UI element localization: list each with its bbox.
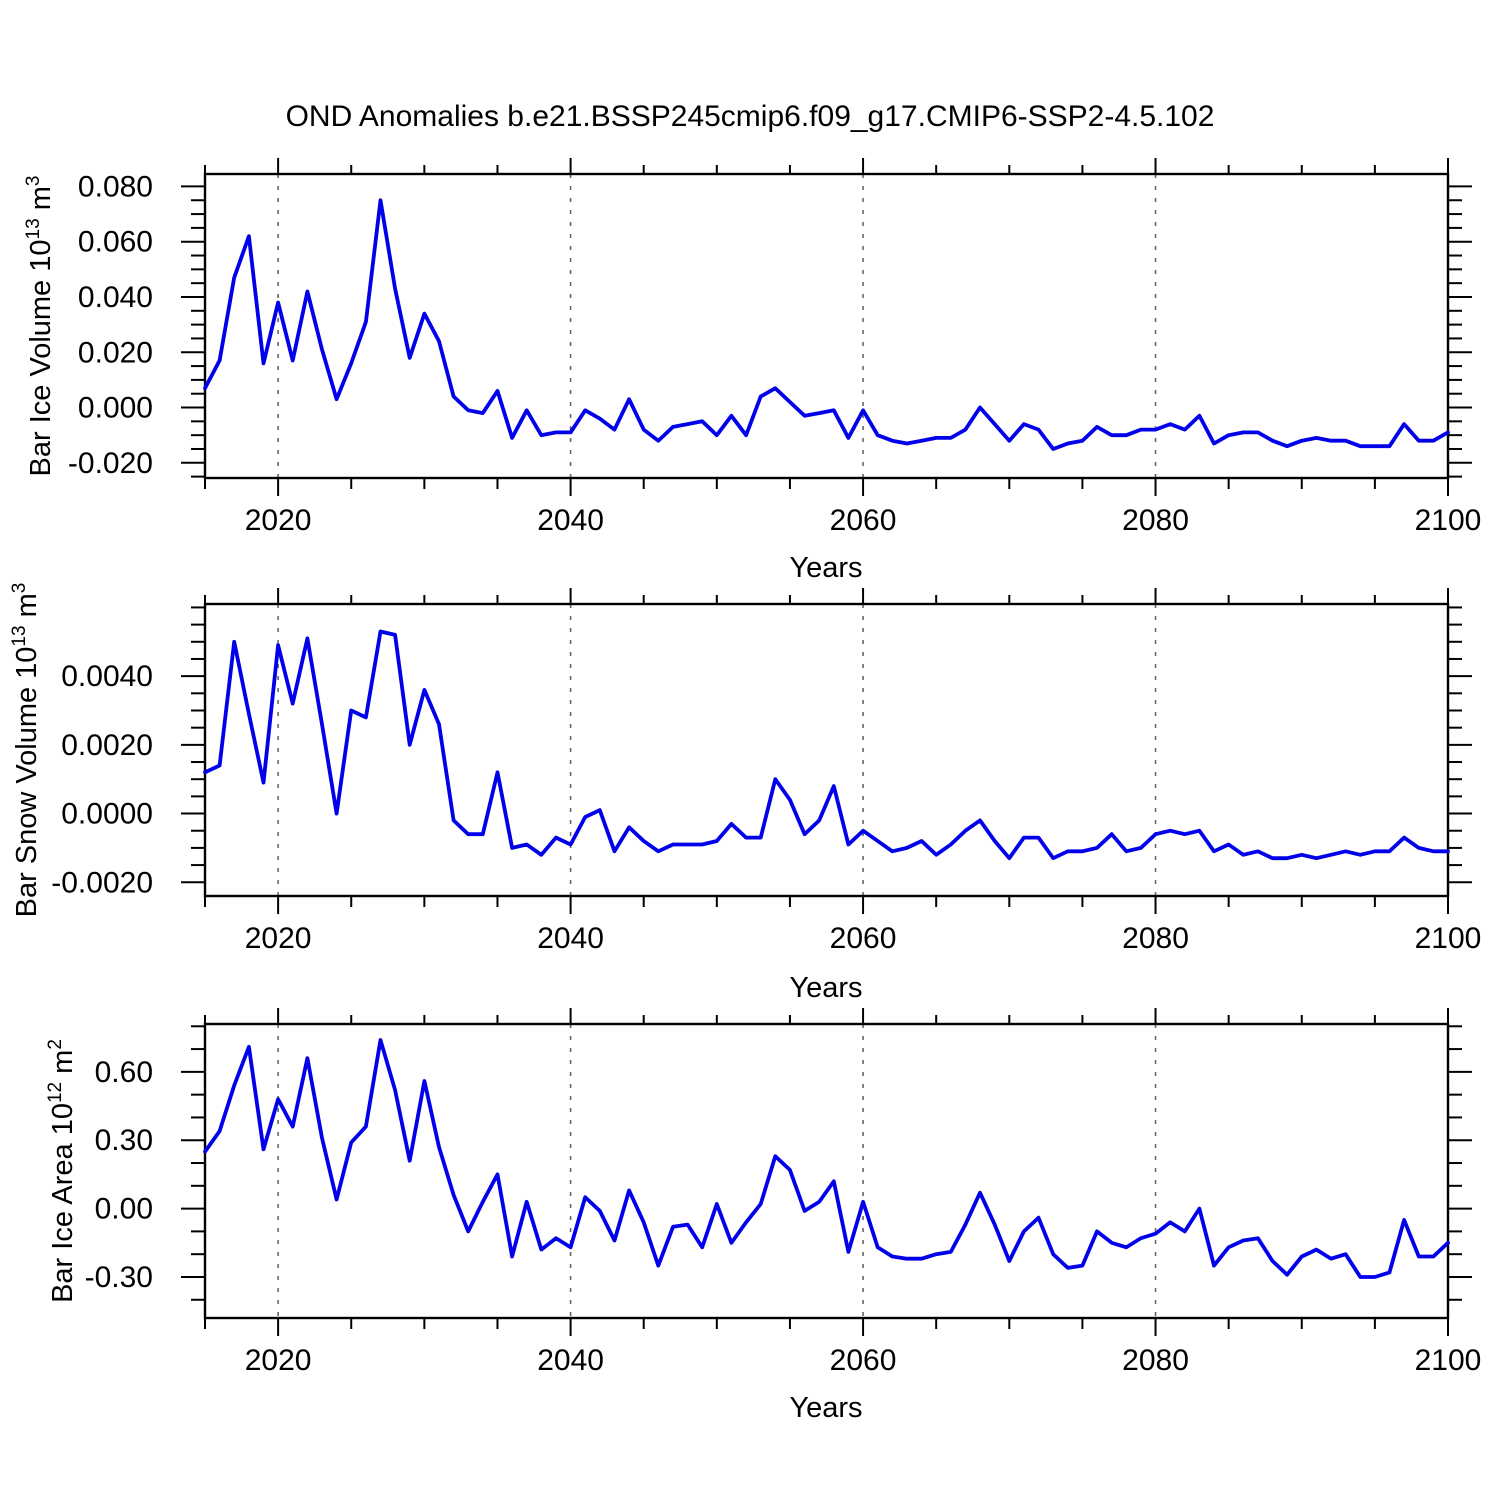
x-tick-label: 2080 <box>1122 504 1189 537</box>
x-tick-label: 2080 <box>1122 922 1189 955</box>
y-tick-label: -0.30 <box>85 1261 153 1294</box>
x-axis-label-middle: Years <box>789 972 863 1004</box>
panel-ice-volume: -0.020 0.000 0.020 0.040 0.060 0.080 2020 2040 2… <box>68 158 1481 537</box>
x-tick-label: 2020 <box>245 1344 312 1377</box>
plot-border <box>203 1022 1450 1320</box>
y-axis-label-unit-exponent: 3 <box>9 582 30 594</box>
y-tick-label: 0.000 <box>78 392 153 425</box>
panel-ice-area: -0.30 0.00 0.30 0.60 2020 2040 2060 2080 2100 <box>85 1008 1482 1377</box>
y-axis-label-exponent: 13 <box>9 625 30 647</box>
x-tick-label: 2080 <box>1122 1344 1189 1377</box>
plot-border <box>203 602 1450 898</box>
y-tick-label: 0.60 <box>95 1056 153 1089</box>
y-tick-label: 0.0000 <box>61 798 153 831</box>
x-tick-label: 2020 <box>245 504 312 537</box>
y-tick-label: 0.0040 <box>61 660 153 693</box>
y-tick-label: -0.020 <box>68 447 153 480</box>
y-axis-label-exponent: 12 <box>45 1081 66 1104</box>
y-tick-label: -0.0020 <box>51 866 153 899</box>
y-axis-label-unit: m <box>25 186 57 219</box>
y-axis-label-ice-area: Bar Ice Area 1012 m2 <box>36 861 79 1481</box>
data-line-snow-volume <box>203 629 1450 861</box>
y-axis-label-unit: m <box>11 593 43 626</box>
y-tick-label: 0.00 <box>95 1193 153 1226</box>
y-axis-label-snow-volume: Bar Snow Volume 1013 m3 <box>0 440 43 1060</box>
x-axis-label-bottom: Years <box>789 1392 863 1424</box>
y-tick-label: 0.020 <box>78 336 153 369</box>
y-axis-label-exponent: 13 <box>23 218 44 240</box>
x-tick-label: 2040 <box>537 1344 604 1377</box>
y-tick-label: 0.060 <box>78 226 153 259</box>
plot-border <box>203 172 1450 480</box>
y-axis-label-unit: m <box>47 1049 79 1082</box>
y-tick-label: 0.080 <box>78 170 153 203</box>
y-axis-label-unit-exponent: 3 <box>23 175 44 187</box>
x-axis-label-top: Years <box>789 552 863 584</box>
x-tick-label: 2100 <box>1415 1344 1482 1377</box>
x-tick-label: 2100 <box>1415 504 1482 537</box>
y-tick-label: 0.30 <box>95 1124 153 1157</box>
data-line-ice-volume <box>203 198 1450 451</box>
data-line-ice-area <box>203 1038 1450 1279</box>
x-tick-label: 2060 <box>830 1344 897 1377</box>
x-tick-label: 2100 <box>1415 922 1482 955</box>
y-tick-label: 0.0020 <box>61 729 153 762</box>
x-tick-label: 2060 <box>830 504 897 537</box>
panel-snow-volume: -0.0020 0.0000 0.0020 0.0040 2020 2040 2060 208… <box>51 588 1481 955</box>
figure-title: OND Anomalies b.e21.BSSP245cmip6.f09_g17… <box>285 100 1215 133</box>
y-axis-label-unit-exponent: 2 <box>45 1039 66 1050</box>
x-tick-label: 2040 <box>537 922 604 955</box>
y-tick-label: 0.040 <box>78 281 153 314</box>
x-tick-label: 2040 <box>537 504 604 537</box>
x-tick-label: 2060 <box>830 922 897 955</box>
x-tick-label: 2020 <box>245 922 312 955</box>
y-axis-label-text: Bar Ice Area 10 <box>47 1103 79 1303</box>
